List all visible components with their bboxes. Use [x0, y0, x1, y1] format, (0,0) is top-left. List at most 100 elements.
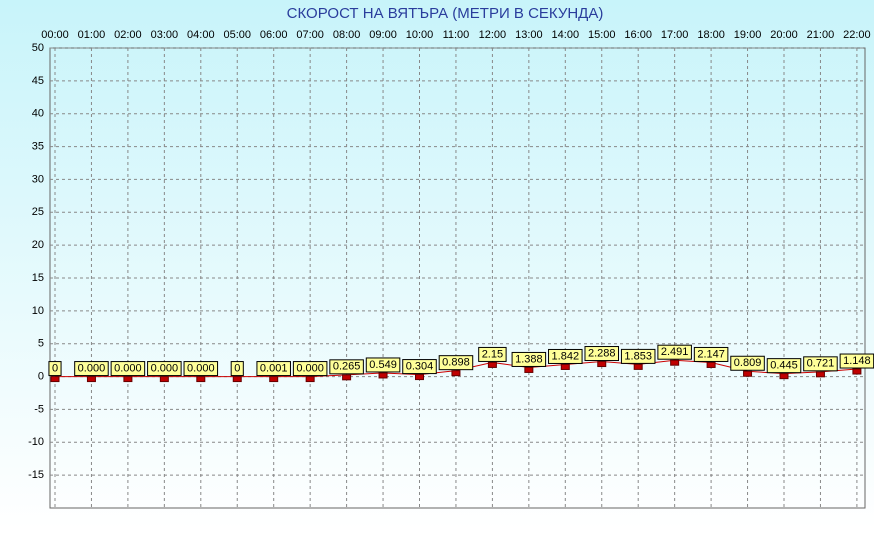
point-marker — [123, 376, 133, 383]
x-tick-label: 05:00 — [223, 29, 251, 41]
value-label-box — [438, 355, 474, 371]
value-label: 0.265 — [333, 361, 361, 373]
x-tick-label: 22:00 — [843, 29, 871, 41]
x-tick-label: 18:00 — [697, 29, 725, 41]
value-label: 2.288 — [588, 347, 616, 359]
point-marker — [815, 371, 825, 378]
value-label-box — [292, 361, 328, 377]
x-tick-label: 14:00 — [552, 29, 580, 41]
point-marker — [415, 374, 424, 381]
y-tick-label: 15 — [32, 272, 44, 284]
value-label-box — [478, 346, 507, 362]
y-tick-label: 25 — [32, 206, 44, 218]
value-label-box — [657, 344, 692, 360]
value-label: 0 — [234, 362, 240, 374]
point-marker — [269, 376, 279, 383]
point-marker — [670, 359, 680, 366]
value-label: 0.000 — [78, 362, 106, 374]
point-marker — [232, 376, 242, 383]
value-label: 1.853 — [624, 350, 652, 362]
value-label-box — [548, 348, 583, 364]
point-marker — [779, 373, 789, 380]
value-label-box — [730, 355, 765, 371]
y-tick-label: -10 — [28, 436, 44, 448]
value-label: 0.898 — [442, 357, 470, 369]
x-tick-label: 19:00 — [734, 29, 762, 41]
x-tick-label: 02:00 — [114, 29, 142, 41]
value-label-box — [584, 346, 620, 362]
x-tick-label: 10:00 — [406, 29, 434, 41]
point-marker — [342, 374, 352, 381]
value-label-box — [620, 348, 656, 364]
value-label-box — [74, 361, 109, 377]
point-marker — [597, 361, 607, 368]
y-tick-label: 10 — [32, 305, 44, 317]
point-marker — [633, 363, 643, 370]
point-marker — [378, 372, 388, 379]
value-label-box — [256, 361, 291, 377]
value-label: 1.842 — [552, 350, 580, 362]
point-marker — [159, 376, 169, 383]
value-label: 0.549 — [369, 359, 397, 371]
chart-title: СКОРОСТ НА ВЯТЪРА (МЕТРИ В СЕКУНДА) — [287, 5, 604, 22]
value-label: 0.000 — [296, 362, 324, 374]
y-tick-label: -5 — [34, 403, 44, 415]
point-marker — [852, 368, 862, 375]
value-label-box — [402, 359, 437, 375]
value-label: 0.000 — [114, 362, 142, 374]
value-label-box — [365, 357, 401, 373]
x-tick-label: 11:00 — [443, 29, 470, 41]
point-marker — [706, 361, 716, 368]
point-marker — [560, 363, 570, 370]
x-tick-label: 08:00 — [333, 29, 361, 41]
point-marker — [451, 370, 461, 377]
point-marker — [50, 376, 60, 383]
x-tick-label: 09:00 — [369, 29, 397, 41]
x-tick-label: 12:00 — [479, 29, 507, 41]
point-marker — [487, 361, 497, 368]
y-tick-label: 5 — [38, 338, 44, 350]
y-tick-label: 20 — [32, 239, 44, 251]
x-tick-label: 07:00 — [296, 29, 324, 41]
y-tick-label: 0 — [38, 370, 44, 382]
y-tick-label: 30 — [32, 173, 44, 185]
value-label-box — [329, 359, 364, 375]
x-tick-label: 06:00 — [260, 29, 288, 41]
value-label: 1.388 — [515, 353, 543, 365]
value-label: 0.001 — [260, 362, 288, 374]
point-marker — [743, 370, 753, 377]
x-tick-label: 13:00 — [515, 29, 543, 41]
value-label: 0.445 — [770, 360, 798, 372]
value-label-box — [803, 356, 838, 372]
x-tick-label: 17:00 — [661, 29, 689, 41]
value-label: 2.491 — [661, 346, 689, 358]
point-marker — [305, 376, 315, 383]
value-label: 0 — [52, 362, 58, 374]
value-label: 1.148 — [843, 355, 871, 367]
point-marker — [86, 376, 96, 383]
x-tick-label: 16:00 — [624, 29, 652, 41]
x-tick-label: 21:00 — [807, 29, 835, 41]
value-label: 0.809 — [734, 357, 762, 369]
value-label: 2.15 — [482, 348, 503, 360]
x-tick-label: 15:00 — [588, 29, 616, 41]
value-label: 0.000 — [151, 362, 179, 374]
value-label-box — [230, 361, 244, 377]
x-tick-label: 00:00 — [41, 29, 69, 41]
y-tick-label: 50 — [32, 42, 44, 54]
y-tick-label: 45 — [32, 75, 44, 87]
value-label-box — [147, 361, 182, 377]
y-tick-label: -15 — [28, 469, 44, 481]
value-label-box — [183, 361, 219, 377]
x-tick-label: 03:00 — [151, 29, 179, 41]
x-tick-label: 04:00 — [187, 29, 215, 41]
point-marker — [196, 376, 206, 383]
point-marker — [524, 366, 534, 373]
value-label: 0.304 — [406, 360, 434, 372]
value-label-box — [511, 351, 547, 367]
value-label: 2.147 — [697, 348, 725, 360]
x-tick-label: 01:00 — [78, 29, 106, 41]
value-label-box — [110, 361, 146, 377]
